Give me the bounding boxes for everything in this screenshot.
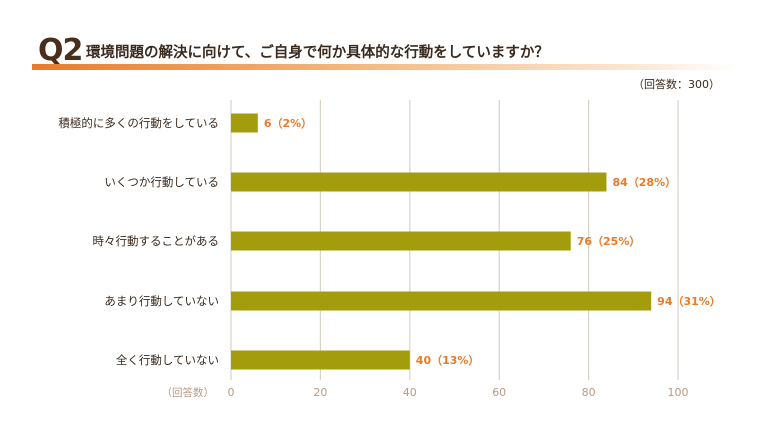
category-label: 時々行動することがある [93, 234, 220, 248]
data-label: 6（2%） [264, 117, 312, 130]
bar [231, 172, 607, 192]
category-label: あまり行動していない [104, 294, 219, 308]
data-label: 40（13%） [416, 354, 480, 367]
data-label: 94（31%） [657, 295, 721, 308]
x-tick-label: 20 [313, 386, 327, 399]
data-label: 84（28%） [612, 176, 676, 189]
x-tick-label: 0 [228, 386, 235, 399]
x-tick-label: 60 [492, 386, 506, 399]
x-axis-label: （回答数） [162, 386, 215, 399]
bar [231, 231, 571, 251]
x-tick-label: 40 [403, 386, 417, 399]
labels: 0 20 40 60 80 100 （回答数） 積極的に多くの行動をしている 6（2%） いくつか… [58, 116, 720, 399]
bar [231, 291, 652, 311]
title-underline-bar [32, 64, 736, 70]
category-label: 全く行動していない [116, 353, 219, 367]
bars [231, 113, 652, 370]
data-label: 76（25%） [577, 235, 641, 248]
question-title: 環境問題の解決に向けて、ご自身で何か具体的な行動をしていますか？ [86, 45, 549, 61]
respondents-note: （回答数：300） [633, 78, 720, 91]
chart-header: Q2 環境問題の解決に向けて、ご自身で何か具体的な行動をしていますか？ （回答数… [0, 0, 768, 91]
category-label: いくつか行動している [104, 175, 219, 189]
x-tick-label: 80 [582, 386, 596, 399]
question-number: Q2 [38, 33, 83, 68]
bar [231, 113, 258, 133]
bar [231, 350, 410, 370]
x-tick-label: 100 [668, 386, 689, 399]
category-label: 積極的に多くの行動をしている [58, 116, 219, 130]
